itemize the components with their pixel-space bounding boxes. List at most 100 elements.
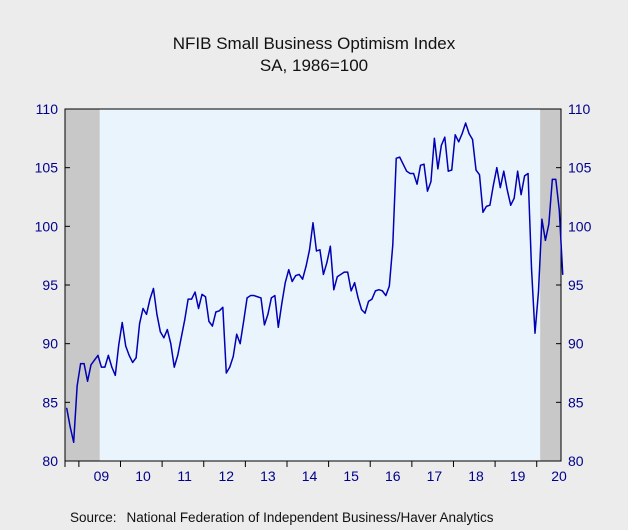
data-point xyxy=(523,175,526,177)
y-tick-label-left: 105 xyxy=(35,160,59,176)
y-tick-label-right: 110 xyxy=(568,101,591,117)
x-tick-label: 20 xyxy=(551,468,567,484)
data-point xyxy=(489,204,491,206)
data-point xyxy=(482,211,484,213)
data-point xyxy=(281,303,283,305)
data-point xyxy=(333,289,335,291)
data-point xyxy=(437,168,439,170)
data-point xyxy=(444,136,446,138)
data-point xyxy=(236,333,238,335)
data-point xyxy=(149,298,151,300)
data-point xyxy=(118,344,120,346)
data-point xyxy=(260,297,262,299)
data-point xyxy=(551,178,553,180)
y-tick-label-left: 100 xyxy=(35,218,59,234)
chart-subtitle: SA, 1986=100 xyxy=(259,56,369,75)
data-point xyxy=(319,249,321,251)
data-point xyxy=(326,262,328,264)
y-tick-label-right: 95 xyxy=(568,277,584,293)
y-tick-label-right: 105 xyxy=(568,160,592,176)
data-point xyxy=(530,267,533,270)
data-point xyxy=(537,291,540,293)
data-point xyxy=(90,364,92,366)
data-point xyxy=(412,172,415,175)
data-point xyxy=(419,164,422,166)
data-point xyxy=(485,205,488,207)
data-point xyxy=(194,291,196,293)
recession-band xyxy=(65,109,100,461)
data-point xyxy=(312,222,314,224)
data-point xyxy=(534,332,536,334)
data-point xyxy=(468,133,470,135)
data-point xyxy=(69,426,71,428)
data-point xyxy=(86,380,89,382)
data-point xyxy=(416,183,418,185)
data-point xyxy=(527,172,529,175)
y-tick-label-right: 100 xyxy=(568,218,592,234)
data-point xyxy=(496,167,498,169)
data-point xyxy=(197,307,200,310)
data-point xyxy=(343,271,345,273)
data-point xyxy=(520,194,522,196)
data-point xyxy=(73,441,75,443)
data-point xyxy=(305,265,307,267)
data-point xyxy=(385,294,387,297)
data-point xyxy=(506,189,508,191)
data-point xyxy=(562,273,564,276)
data-point xyxy=(132,361,134,364)
data-point xyxy=(510,204,512,206)
data-point xyxy=(357,297,359,299)
data-point xyxy=(138,323,141,325)
data-point xyxy=(371,298,373,300)
data-point xyxy=(454,134,456,136)
data-point xyxy=(458,141,460,143)
data-point xyxy=(364,312,366,314)
data-point xyxy=(229,366,231,368)
data-point xyxy=(548,223,550,225)
data-point xyxy=(461,133,463,135)
data-point xyxy=(100,366,103,368)
source-label: Source: xyxy=(70,510,117,525)
y-tick-label-left: 95 xyxy=(42,277,58,293)
data-point xyxy=(499,187,501,189)
data-point xyxy=(471,138,474,141)
data-point xyxy=(66,407,68,409)
data-point xyxy=(451,169,453,171)
data-point xyxy=(97,354,99,356)
data-point xyxy=(478,174,481,176)
data-point xyxy=(492,184,494,186)
data-point xyxy=(301,278,304,280)
x-tick-label: 11 xyxy=(177,468,192,484)
y-tick-label-right: 90 xyxy=(568,336,584,352)
data-point xyxy=(253,294,255,297)
data-point xyxy=(201,293,203,295)
data-point xyxy=(350,290,352,292)
data-point xyxy=(555,178,557,180)
y-tick-label-left: 90 xyxy=(42,336,58,352)
data-point xyxy=(367,300,370,303)
data-point xyxy=(83,363,85,365)
series-line xyxy=(65,122,564,443)
data-point xyxy=(392,244,394,246)
data-point xyxy=(558,209,560,211)
x-tick-label: 17 xyxy=(427,468,443,484)
data-point xyxy=(322,273,325,276)
data-point xyxy=(114,374,116,376)
data-point xyxy=(513,197,515,199)
y-tick-label-left: 110 xyxy=(36,101,59,117)
data-point xyxy=(173,366,175,368)
data-point xyxy=(107,354,109,356)
data-point xyxy=(503,170,505,172)
data-point xyxy=(315,250,318,252)
data-point xyxy=(374,290,377,292)
data-point xyxy=(541,218,543,220)
data-point xyxy=(447,170,449,172)
data-point xyxy=(406,170,408,172)
x-tick-label: 09 xyxy=(94,468,110,484)
data-point xyxy=(354,282,356,284)
data-point xyxy=(246,297,248,299)
data-point xyxy=(517,170,519,172)
data-point xyxy=(388,285,390,287)
data-point xyxy=(399,156,401,158)
x-tick-label: 19 xyxy=(510,468,526,484)
